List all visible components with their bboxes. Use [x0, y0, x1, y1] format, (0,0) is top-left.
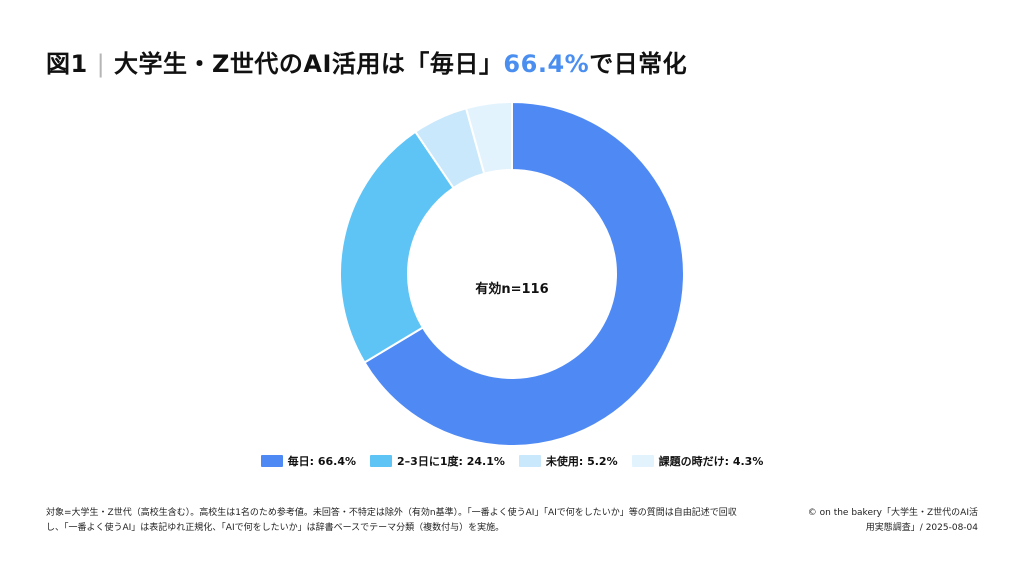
title-prefix: 図1: [46, 50, 88, 78]
donut-slices: [339, 100, 685, 447]
source-credit: © on the bakery「大学生・Z世代のAI活 用実態調査」/ 2025…: [798, 506, 978, 536]
legend-label: 2–3日に1度: 24.1%: [397, 455, 505, 468]
donut-center-label: 有効n=116: [475, 281, 548, 297]
legend-item: 未使用: 5.2%: [518, 453, 618, 469]
footnote-line: 対象=大学生・Z世代（高校生含む）。高校生は1名のため参考値。未回答・不特定は除…: [46, 508, 737, 518]
legend-label: 毎日: 66.4%: [287, 455, 357, 468]
legend-label: 課題の時だけ: 4.3%: [658, 455, 764, 468]
chart-title: 図1 | 大学生・Z世代のAI活用は「毎日」66.4%で日常化: [46, 44, 687, 79]
legend-item: 課題の時だけ: 4.3%: [631, 453, 764, 469]
legend-label: 未使用: 5.2%: [545, 455, 618, 468]
donut-slice-4: [464, 100, 513, 176]
legend-swatch: [370, 455, 393, 467]
legend-swatch: [631, 455, 654, 467]
legend-swatch: [518, 455, 541, 467]
footnote-line: し、「一番よく使うAI」は表記ゆれ正規化、「AIで何をしたいか」は辞書ベースでテ…: [46, 523, 505, 533]
legend-item: 毎日: 66.4%: [260, 453, 357, 469]
title-main: 大学生・Z世代のAI活用は「毎日」: [114, 50, 504, 78]
legend-swatch: [260, 455, 283, 467]
donut-slice-1: [363, 100, 685, 447]
credit-line: 用実態調査」/ 2025-08-04: [865, 523, 978, 533]
footnote: 対象=大学生・Z世代（高校生含む）。高校生は1名のため参考値。未回答・不特定は除…: [46, 506, 766, 536]
chart-legend: 毎日: 66.4% 2–3日に1度: 24.1% 未使用: 5.2% 課題の時だ…: [0, 453, 1024, 469]
credit-line: © on the bakery「大学生・Z世代のAI活: [807, 508, 978, 518]
title-separator: |: [96, 50, 106, 78]
title-suffix: で日常化: [589, 50, 688, 78]
title-highlight: 66.4%: [503, 50, 590, 78]
legend-item: 2–3日に1度: 24.1%: [370, 453, 505, 469]
donut-slice-2: [339, 130, 455, 364]
